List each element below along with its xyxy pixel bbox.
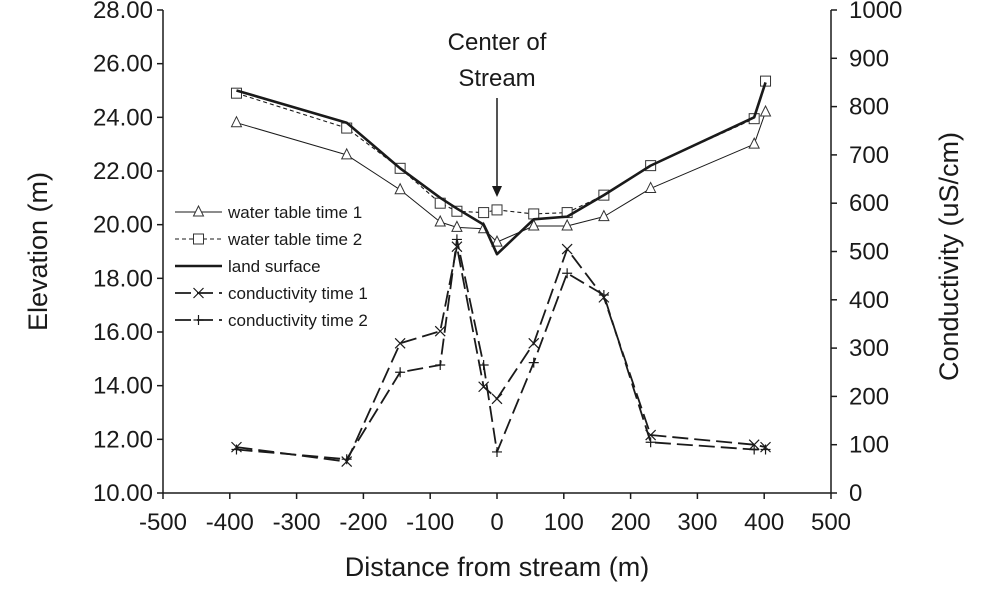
x-tick-label: 300 <box>677 509 717 536</box>
data-point <box>394 337 406 349</box>
data-point <box>231 444 242 455</box>
x-tick-label: -400 <box>206 509 254 536</box>
data-point <box>451 234 462 245</box>
data-point <box>760 444 771 455</box>
data-point <box>748 137 760 149</box>
data-point <box>491 204 503 216</box>
center-of-stream-annotation: Center of Stream <box>448 29 547 197</box>
legend-item: conductivity time 1 <box>175 284 368 303</box>
legend-label: land surface <box>228 257 321 276</box>
legend-item: land surface <box>175 257 321 276</box>
left-tick-label: 26.00 <box>93 51 153 78</box>
series-line <box>236 80 767 215</box>
right-axis-title: Conductivity (uS/cm) <box>934 132 964 381</box>
right-tick-label: 400 <box>849 287 889 314</box>
legend-marker <box>193 315 204 325</box>
legend-label: conductivity time 2 <box>228 311 368 330</box>
x-tick-label: 200 <box>611 509 651 536</box>
left-tick-label: 12.00 <box>93 426 153 453</box>
series-line <box>236 82 767 256</box>
left-tick-label: 28.00 <box>93 0 153 24</box>
series-layer <box>230 75 772 468</box>
data-point <box>230 115 243 128</box>
right-tick-label: 900 <box>849 45 889 72</box>
data-point <box>528 357 539 368</box>
data-point <box>451 220 463 232</box>
data-point <box>435 360 446 371</box>
legend-marker <box>193 287 204 299</box>
left-tick-label: 18.00 <box>93 265 153 292</box>
data-point <box>394 182 406 195</box>
data-point <box>749 444 760 455</box>
data-point <box>341 454 352 465</box>
data-point <box>598 209 610 222</box>
right-tick-label: 300 <box>849 335 889 362</box>
data-point <box>491 393 503 405</box>
x-tick-label: 400 <box>744 509 784 536</box>
right-tick-label: 0 <box>849 480 862 507</box>
legend-item: water table time 2 <box>175 230 362 249</box>
axes: 10.00 12.00 14.00 16.00 18.00 20.00 22.00 24.00… <box>93 0 902 536</box>
legend-item: conductivity time 2 <box>175 311 368 330</box>
data-point <box>528 337 540 349</box>
data-point <box>478 360 489 371</box>
data-point <box>644 181 657 193</box>
right-tick-label: 200 <box>849 383 889 410</box>
data-point <box>561 218 573 231</box>
left-tick-label: 22.00 <box>93 158 153 185</box>
x-tick-label: -100 <box>406 509 454 536</box>
annotation-arrowhead <box>492 186 502 197</box>
right-tick-label: 500 <box>849 239 889 266</box>
left-tick-label: 16.00 <box>93 319 153 346</box>
data-point <box>395 367 406 378</box>
data-point <box>645 437 656 448</box>
data-point <box>451 241 463 253</box>
x-tick-label: -200 <box>339 509 387 536</box>
right-tick-label: 1000 <box>849 0 902 24</box>
legend-label: water table time 2 <box>227 230 362 249</box>
left-tick-label: 10.00 <box>93 480 153 507</box>
data-point <box>527 218 540 231</box>
axis-labels: Distance from stream (m) Elevation (m) Con… <box>23 132 964 582</box>
annotation-text: Center of <box>448 29 547 56</box>
data-point <box>561 243 573 255</box>
x-tick-label: 0 <box>490 509 503 536</box>
series-conductivity-time-2 <box>231 234 771 465</box>
data-point <box>434 325 446 337</box>
series-water-table-time-1 <box>230 104 772 247</box>
data-point <box>478 207 490 219</box>
data-point <box>340 147 353 160</box>
right-tick-label: 100 <box>849 432 889 459</box>
legend-label: water table time 1 <box>227 203 362 222</box>
x-tick-label: 500 <box>811 509 851 536</box>
x-tick-label: -300 <box>273 509 321 536</box>
data-point <box>491 234 503 247</box>
data-point <box>230 87 242 99</box>
series-land-surface <box>236 82 767 256</box>
legend-marker <box>193 233 204 245</box>
data-point <box>562 268 573 279</box>
legend-label: conductivity time 1 <box>228 284 368 303</box>
annotation-text: Stream <box>458 65 535 92</box>
data-point <box>434 214 447 227</box>
left-tick-label: 14.00 <box>93 373 153 400</box>
x-tick-label: 100 <box>544 509 584 536</box>
legend: water table time 1 water table time 2 land… <box>170 198 410 336</box>
data-point <box>528 208 540 220</box>
left-axis-title: Elevation (m) <box>23 172 53 331</box>
data-point <box>598 289 609 300</box>
left-tick-label: 20.00 <box>93 212 153 239</box>
x-axis-title: Distance from stream (m) <box>345 552 650 582</box>
data-point <box>492 446 502 457</box>
legend-item: water table time 1 <box>175 203 362 222</box>
right-tick-label: 800 <box>849 94 889 121</box>
legend-marker <box>192 204 205 217</box>
right-tick-label: 700 <box>849 142 889 169</box>
left-tick-label: 24.00 <box>93 104 153 131</box>
x-tick-label: -500 <box>139 509 187 536</box>
data-point <box>759 104 772 117</box>
right-tick-label: 600 <box>849 190 889 217</box>
